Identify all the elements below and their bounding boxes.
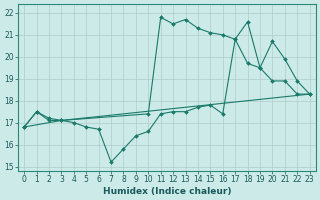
X-axis label: Humidex (Indice chaleur): Humidex (Indice chaleur) <box>103 187 231 196</box>
